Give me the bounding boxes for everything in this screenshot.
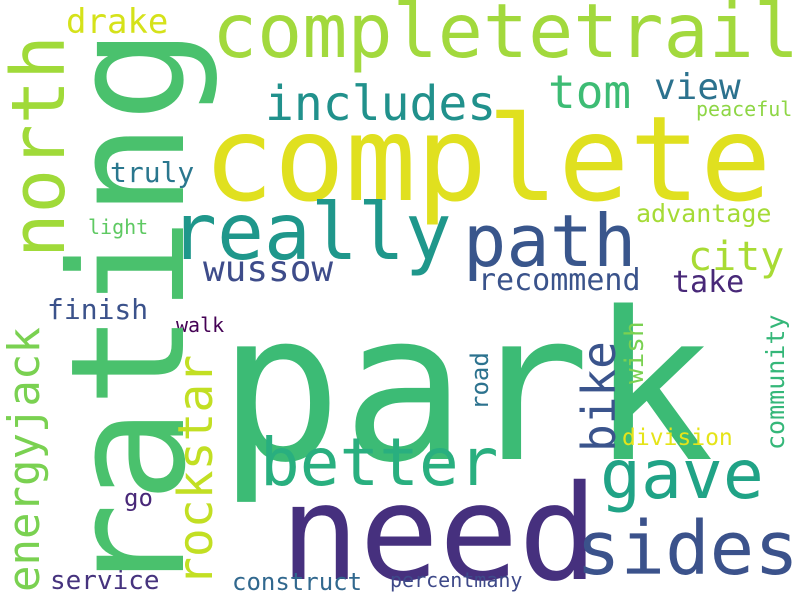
word-construct: construct	[232, 568, 363, 596]
word-light: light	[88, 215, 149, 239]
word-take: take	[672, 265, 745, 300]
word-advantage: advantage	[636, 199, 772, 228]
word-peaceful: peaceful	[696, 97, 793, 121]
word-includes: includes	[265, 76, 497, 132]
word-percentmany: percentmany	[390, 568, 523, 592]
word-bike: bike	[572, 341, 626, 452]
word-walk: walk	[176, 313, 225, 337]
word-completetrail: completetrail	[212, 0, 799, 75]
word-city: city	[688, 234, 785, 280]
word-road: road	[466, 352, 494, 410]
word-drake: drake	[66, 2, 169, 42]
word-finish: finish	[47, 293, 149, 326]
word-gave: gave	[600, 436, 764, 515]
word-need: need	[280, 457, 598, 600]
word-view: view	[654, 67, 741, 108]
word-better: better	[260, 424, 499, 501]
word-wish: wish	[620, 321, 650, 384]
word-north: north	[0, 35, 82, 258]
word-really: really	[170, 188, 452, 278]
word-service: service	[50, 566, 160, 596]
word-tom: tom	[548, 65, 632, 119]
word-wussow: wussow	[203, 249, 334, 290]
word-energyjack: energyjack	[0, 327, 50, 592]
word-go: go	[124, 484, 153, 512]
word-park: park	[218, 268, 715, 508]
word-community: community	[761, 314, 790, 450]
word-rockstar: rockstar	[168, 354, 224, 586]
word-recommend: recommend	[478, 263, 641, 298]
word-truly: truly	[110, 156, 195, 189]
word-division: division	[622, 425, 733, 451]
word-sides: sides	[576, 506, 799, 592]
word-path: path	[463, 199, 637, 283]
word-complete: complete	[203, 90, 772, 228]
